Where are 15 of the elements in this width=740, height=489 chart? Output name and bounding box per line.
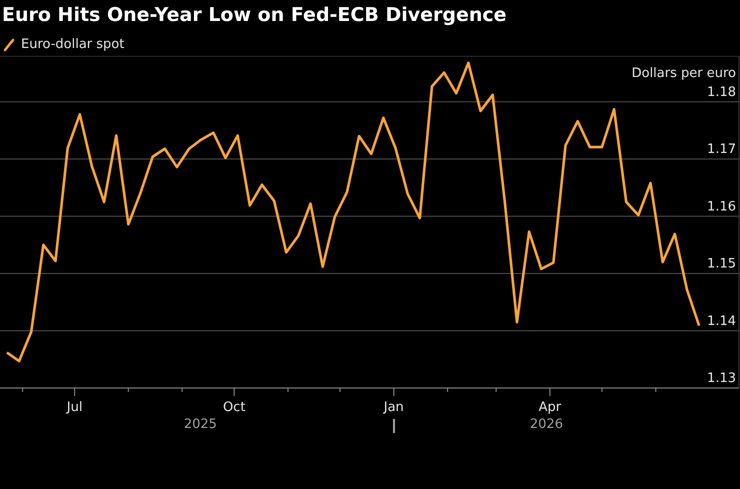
- chart-title: Euro Hits One-Year Low on Fed-ECB Divergence: [2, 4, 507, 26]
- y-axis-title: Dollars per euro: [632, 66, 736, 81]
- y-tick-label: 1.15: [707, 256, 736, 272]
- y-tick-label: 1.18: [707, 84, 736, 100]
- text: 2026: [528, 417, 564, 432]
- x-tick-label: Jul: [66, 400, 82, 415]
- x-tick-label: Jan: [382, 400, 404, 415]
- y-tick-label: 1.16: [707, 199, 736, 214]
- y-tick-label: 1.13: [707, 371, 736, 386]
- legend-label: Euro-dollar spot: [21, 37, 124, 52]
- y-tick-label: 1.17: [707, 142, 736, 158]
- text: 2025: [182, 417, 218, 432]
- x-tick-label: Apr: [538, 400, 562, 415]
- y-tick-label: 1.14: [707, 314, 736, 329]
- x-tick-label: Oct: [222, 400, 246, 415]
